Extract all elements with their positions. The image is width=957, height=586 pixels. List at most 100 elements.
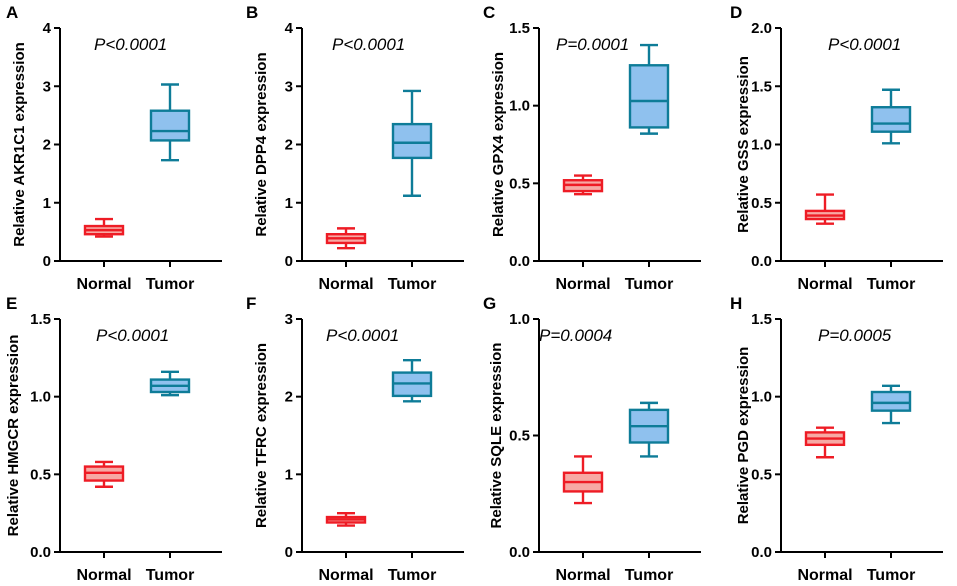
- box-normal: [562, 455, 604, 505]
- x-category-label: Tumor: [867, 567, 916, 584]
- y-tick-label: 1.5: [30, 311, 51, 328]
- y-tick-label: 2: [285, 137, 293, 154]
- y-tick-label: 2.0: [751, 20, 772, 37]
- panel-letter: A: [6, 3, 18, 22]
- y-tick-label: 1: [285, 195, 293, 212]
- x-category-label: Tumor: [625, 567, 674, 584]
- p-value-annotation: P<0.0001: [828, 35, 901, 54]
- y-tick-label: 2: [285, 389, 293, 406]
- y-tick-label: 0.0: [509, 544, 530, 561]
- panel-letter: D: [730, 3, 742, 22]
- panel-f: F Relative TFRC expression P<0.0001 0 1 2 3 Nor…: [246, 294, 464, 584]
- y-tick-label: 0: [285, 253, 293, 270]
- x-category-label: Tumor: [388, 567, 437, 584]
- x-category-label: Normal: [76, 567, 131, 584]
- y-tick-label: 1.5: [509, 20, 530, 37]
- box-iqr: [870, 106, 912, 133]
- x-category-label: Normal: [797, 276, 852, 293]
- x-category-label: Normal: [555, 276, 610, 293]
- x-category-label: Normal: [76, 276, 131, 293]
- panel-a: A Relative AKR1C1 expression P<0.0001 0 1 2 3 4…: [6, 3, 222, 293]
- y-tick-label: 0.0: [751, 253, 772, 270]
- box-normal: [562, 174, 604, 196]
- box-iqr: [391, 122, 433, 160]
- box-normal: [325, 511, 367, 527]
- x-category-label: Normal: [797, 567, 852, 584]
- box-tumor: [628, 43, 670, 135]
- box-normal: [804, 426, 846, 459]
- y-tick-label: 0: [43, 253, 51, 270]
- box-normal: [83, 460, 125, 488]
- x-category-label: Normal: [555, 567, 610, 584]
- x-category-label: Tumor: [388, 276, 437, 293]
- box-iqr: [628, 64, 670, 129]
- panel-letter: G: [483, 294, 496, 313]
- p-value-annotation: P=0.0001: [556, 35, 629, 54]
- y-tick-label: 2: [43, 137, 51, 154]
- y-axis-label: Relative DPP4 expression: [253, 52, 270, 236]
- y-tick-label: 1: [285, 466, 293, 483]
- p-value-annotation: P=0.0005: [818, 326, 892, 345]
- y-axis-label: Relative PGD expression: [735, 347, 752, 525]
- y-axis-label: Relative GPX4 expression: [490, 52, 507, 237]
- y-tick-label: 4: [285, 20, 294, 37]
- x-category-label: Tumor: [867, 276, 916, 293]
- x-category-label: Tumor: [625, 276, 674, 293]
- y-tick-label: 0.0: [509, 253, 530, 270]
- box-iqr: [149, 109, 191, 142]
- box-tumor: [628, 401, 670, 458]
- panel-h: H Relative PGD expression P=0.0005 0.0 0.5 1.…: [730, 294, 943, 584]
- box-iqr: [870, 390, 912, 412]
- y-tick-label: 1.0: [509, 98, 530, 115]
- y-axis-label: Relative AKR1C1 expression: [11, 42, 28, 247]
- panel-d: D Relative GSS expression P<0.0001 0.0 0.5 1.…: [730, 3, 943, 293]
- panel-letter: F: [246, 294, 256, 313]
- y-tick-label: 1.0: [509, 311, 530, 328]
- p-value-annotation: P<0.0001: [326, 326, 399, 345]
- y-tick-label: 0: [285, 544, 293, 561]
- y-axis-label: Relative HMGCR expression: [5, 335, 22, 537]
- x-category-label: Normal: [318, 276, 373, 293]
- y-tick-label: 0.5: [509, 175, 530, 192]
- y-tick-label: 1.5: [751, 78, 772, 95]
- y-tick-label: 3: [285, 311, 293, 328]
- p-value-annotation: P<0.0001: [96, 326, 169, 345]
- panel-e: E Relative HMGCR expression P<0.0001 0.0 0.5…: [5, 294, 222, 584]
- panel-letter: H: [730, 294, 742, 313]
- p-value-annotation: P<0.0001: [94, 35, 167, 54]
- p-value-annotation: P<0.0001: [332, 35, 405, 54]
- panel-letter: B: [246, 3, 258, 22]
- y-tick-label: 3: [43, 78, 51, 95]
- box-normal: [325, 227, 367, 250]
- x-category-label: Tumor: [146, 567, 195, 584]
- box-tumor: [391, 89, 433, 197]
- y-tick-label: 0.0: [751, 544, 772, 561]
- panel-letter: E: [6, 294, 17, 313]
- x-category-label: Tumor: [146, 276, 195, 293]
- panel-c: C Relative GPX4 expression P=0.0001 0.0 0.5 1…: [483, 3, 701, 293]
- y-tick-label: 0.0: [30, 544, 51, 561]
- y-tick-label: 1.5: [751, 311, 772, 328]
- y-axis-label: Relative SQLE expression: [488, 343, 505, 529]
- panel-letter: C: [483, 3, 495, 22]
- panel-g: G Relative SQLE expression P=0.0004 0.0 0.5 1…: [483, 294, 701, 584]
- box-tumor: [149, 83, 191, 162]
- y-tick-label: 3: [285, 78, 293, 95]
- box-normal: [83, 217, 125, 238]
- p-value-annotation: P=0.0004: [539, 326, 612, 345]
- y-tick-label: 0.5: [751, 195, 772, 212]
- y-tick-label: 4: [43, 20, 52, 37]
- y-tick-label: 1.0: [30, 389, 51, 406]
- y-tick-label: 1.0: [751, 389, 772, 406]
- y-axis-label: Relative TFRC expression: [253, 343, 270, 528]
- y-tick-label: 0.5: [751, 466, 772, 483]
- y-axis-label: Relative GSS expression: [735, 56, 752, 233]
- y-tick-label: 1: [43, 195, 51, 212]
- box-tumor: [870, 384, 912, 425]
- box-tumor: [149, 370, 191, 397]
- box-tumor: [391, 358, 433, 403]
- panel-b: B Relative DPP4 expression P<0.0001 0 1 2 3 4 No…: [246, 3, 464, 293]
- y-tick-label: 1.0: [751, 137, 772, 154]
- box-tumor: [870, 88, 912, 145]
- y-tick-label: 0.5: [30, 466, 51, 483]
